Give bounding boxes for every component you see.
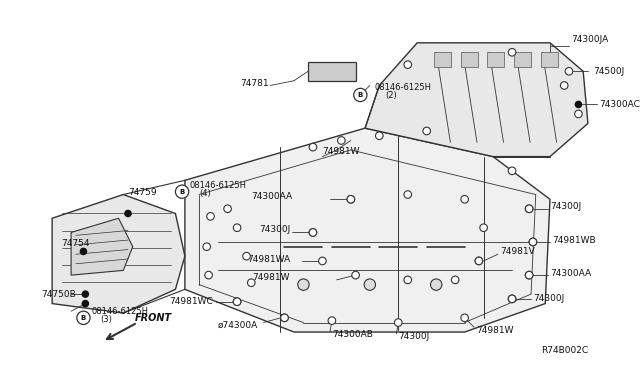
Circle shape	[79, 248, 87, 255]
Circle shape	[309, 143, 317, 151]
Circle shape	[575, 110, 582, 118]
Text: 74981W: 74981W	[476, 326, 513, 335]
Circle shape	[461, 195, 468, 203]
Circle shape	[77, 311, 90, 324]
Text: 74300JA: 74300JA	[571, 35, 608, 45]
Circle shape	[404, 61, 412, 68]
Text: 08146-6125H: 08146-6125H	[189, 180, 246, 190]
Circle shape	[354, 88, 367, 102]
Circle shape	[233, 298, 241, 305]
Text: 74300J: 74300J	[550, 202, 581, 211]
Circle shape	[203, 243, 211, 250]
Circle shape	[281, 314, 288, 322]
Text: B: B	[358, 92, 363, 98]
Circle shape	[175, 185, 189, 198]
Circle shape	[529, 238, 537, 246]
Circle shape	[394, 319, 402, 326]
Circle shape	[205, 271, 212, 279]
Circle shape	[565, 67, 573, 75]
Circle shape	[233, 298, 241, 305]
Text: (2): (2)	[385, 92, 397, 100]
Text: 74300AC: 74300AC	[599, 100, 640, 109]
Circle shape	[309, 229, 317, 236]
Text: 74500J: 74500J	[594, 67, 625, 76]
Bar	[461, 52, 478, 67]
Circle shape	[525, 271, 533, 279]
Circle shape	[352, 271, 360, 279]
Circle shape	[298, 279, 309, 290]
Circle shape	[480, 224, 488, 231]
Circle shape	[525, 205, 533, 212]
Text: 74981WB: 74981WB	[552, 235, 595, 244]
Circle shape	[423, 127, 431, 135]
Circle shape	[124, 210, 132, 217]
Circle shape	[404, 191, 412, 198]
Text: 74300J: 74300J	[533, 294, 564, 303]
Polygon shape	[71, 218, 132, 275]
Circle shape	[575, 101, 582, 108]
Text: 74300J: 74300J	[259, 225, 290, 234]
Circle shape	[404, 276, 412, 284]
Circle shape	[207, 212, 214, 220]
Circle shape	[525, 271, 533, 279]
Text: 74754: 74754	[61, 239, 90, 248]
Circle shape	[376, 132, 383, 140]
Text: 08146-6125H: 08146-6125H	[91, 307, 148, 316]
Polygon shape	[52, 195, 185, 313]
Circle shape	[529, 238, 537, 246]
Circle shape	[561, 82, 568, 89]
Circle shape	[319, 257, 326, 265]
Circle shape	[224, 205, 232, 212]
Text: B: B	[179, 189, 185, 195]
Bar	[488, 52, 504, 67]
Circle shape	[248, 279, 255, 286]
Bar	[541, 52, 557, 67]
Text: ø74300A: ø74300A	[218, 321, 258, 330]
Bar	[308, 62, 356, 81]
Circle shape	[508, 295, 516, 303]
Text: 08146-6125H: 08146-6125H	[374, 83, 431, 92]
Text: R74B002C: R74B002C	[541, 346, 588, 356]
Circle shape	[451, 276, 459, 284]
Circle shape	[337, 137, 345, 144]
Bar	[514, 52, 531, 67]
Text: 74750B: 74750B	[42, 289, 76, 299]
Circle shape	[328, 317, 336, 324]
Text: (4): (4)	[199, 189, 211, 198]
Circle shape	[347, 195, 355, 203]
Circle shape	[431, 279, 442, 290]
Text: 74300AB: 74300AB	[332, 330, 372, 339]
Text: 74981V: 74981V	[500, 247, 534, 256]
Circle shape	[475, 257, 483, 265]
Circle shape	[508, 167, 516, 174]
Circle shape	[81, 300, 89, 307]
Text: FRONT: FRONT	[135, 313, 172, 323]
Circle shape	[508, 48, 516, 56]
Text: 74759: 74759	[128, 188, 157, 197]
Bar	[435, 52, 451, 67]
Text: (3): (3)	[100, 315, 113, 324]
Text: 74300J: 74300J	[398, 332, 429, 341]
Circle shape	[508, 295, 516, 303]
Text: 74300AA: 74300AA	[550, 269, 591, 278]
Text: 74981WC: 74981WC	[170, 297, 213, 306]
Text: 74981WA: 74981WA	[247, 254, 290, 263]
Polygon shape	[365, 43, 588, 157]
Polygon shape	[185, 128, 550, 332]
Circle shape	[309, 229, 317, 236]
Circle shape	[243, 252, 250, 260]
Text: 74981W: 74981W	[323, 147, 360, 156]
Text: 74781: 74781	[240, 79, 268, 88]
Circle shape	[475, 257, 483, 265]
Circle shape	[461, 314, 468, 322]
Text: 74981W: 74981W	[253, 273, 290, 282]
Circle shape	[364, 279, 376, 290]
Circle shape	[233, 224, 241, 231]
Circle shape	[347, 195, 355, 203]
Text: 74300AA: 74300AA	[251, 192, 292, 201]
Text: B: B	[81, 315, 86, 321]
Circle shape	[81, 290, 89, 298]
Circle shape	[525, 205, 533, 212]
Circle shape	[281, 314, 288, 322]
